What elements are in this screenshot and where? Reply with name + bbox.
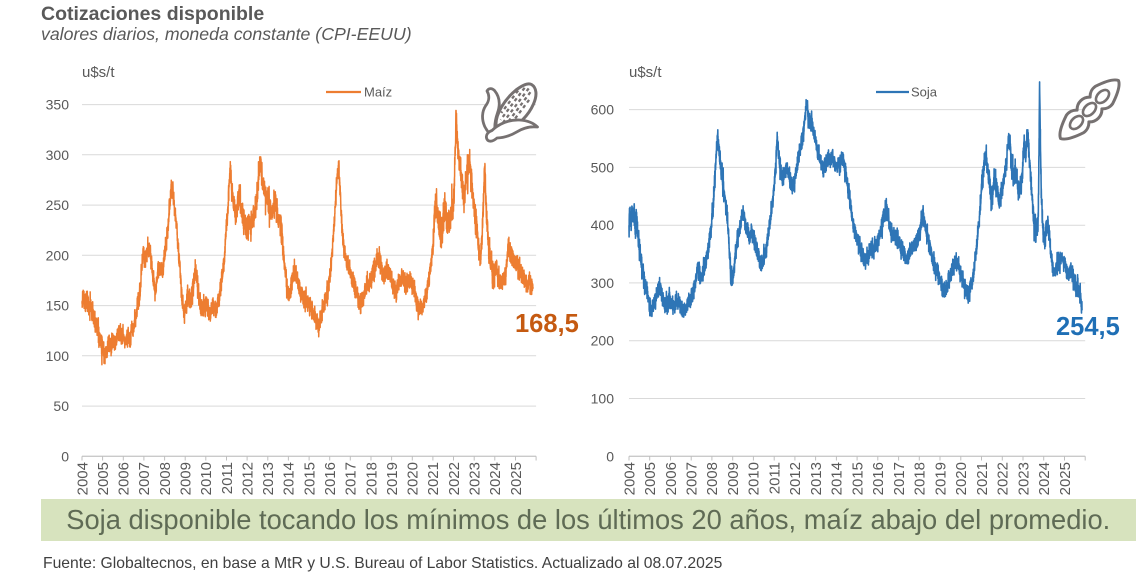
- svg-text:100: 100: [591, 391, 615, 407]
- svg-text:2021: 2021: [425, 462, 442, 495]
- svg-text:200: 200: [591, 333, 615, 349]
- svg-text:2008: 2008: [157, 462, 174, 495]
- svg-text:2013: 2013: [808, 462, 825, 495]
- svg-text:200: 200: [46, 247, 70, 263]
- svg-text:250: 250: [46, 197, 70, 213]
- svg-text:2010: 2010: [198, 462, 215, 495]
- svg-text:2012: 2012: [787, 462, 804, 495]
- svg-text:2004: 2004: [621, 462, 638, 495]
- svg-text:Soja: Soja: [911, 85, 938, 100]
- svg-text:2017: 2017: [343, 462, 360, 495]
- svg-text:u$s/t: u$s/t: [629, 64, 662, 81]
- svg-text:2017: 2017: [891, 462, 908, 495]
- svg-text:2009: 2009: [178, 462, 195, 495]
- svg-text:2012: 2012: [239, 462, 256, 495]
- svg-text:300: 300: [46, 147, 70, 163]
- svg-text:600: 600: [591, 102, 615, 118]
- svg-text:Maíz: Maíz: [364, 85, 392, 100]
- svg-text:2005: 2005: [95, 462, 112, 495]
- svg-text:2018: 2018: [912, 462, 929, 495]
- svg-text:2008: 2008: [704, 462, 721, 495]
- svg-text:2014: 2014: [829, 462, 846, 495]
- svg-text:2025: 2025: [1057, 462, 1074, 495]
- svg-text:2018: 2018: [363, 462, 380, 495]
- svg-text:2022: 2022: [995, 462, 1012, 495]
- svg-text:2024: 2024: [1036, 462, 1053, 495]
- svg-text:2014: 2014: [281, 462, 298, 495]
- svg-text:2021: 2021: [974, 462, 991, 495]
- svg-text:2025: 2025: [508, 462, 525, 495]
- svg-text:300: 300: [591, 275, 615, 291]
- svg-text:2011: 2011: [767, 462, 784, 494]
- svg-text:100: 100: [46, 348, 70, 364]
- svg-text:2022: 2022: [446, 462, 463, 495]
- svg-text:2024: 2024: [487, 462, 504, 495]
- svg-text:2015: 2015: [301, 462, 318, 495]
- svg-text:2011: 2011: [219, 462, 236, 494]
- svg-text:0: 0: [61, 448, 69, 464]
- svg-text:2023: 2023: [467, 462, 484, 495]
- svg-text:2016: 2016: [322, 462, 339, 495]
- svg-text:150: 150: [46, 298, 70, 314]
- svg-text:2010: 2010: [746, 462, 763, 495]
- svg-text:2007: 2007: [684, 462, 701, 495]
- svg-text:2020: 2020: [953, 462, 970, 495]
- svg-text:2013: 2013: [260, 462, 277, 495]
- svg-text:168,5: 168,5: [515, 310, 579, 338]
- svg-text:350: 350: [46, 97, 70, 113]
- svg-text:400: 400: [591, 217, 615, 233]
- svg-text:0: 0: [606, 448, 614, 464]
- svg-text:2015: 2015: [849, 462, 866, 495]
- svg-text:2005: 2005: [642, 462, 659, 495]
- svg-text:2023: 2023: [1015, 462, 1032, 495]
- svg-text:2019: 2019: [932, 462, 949, 495]
- svg-text:u$s/t: u$s/t: [82, 64, 115, 81]
- svg-text:2020: 2020: [405, 462, 422, 495]
- svg-text:2006: 2006: [116, 462, 133, 495]
- svg-text:2019: 2019: [384, 462, 401, 495]
- svg-text:2007: 2007: [136, 462, 153, 495]
- svg-text:2006: 2006: [663, 462, 680, 495]
- svg-text:2016: 2016: [870, 462, 887, 495]
- svg-text:254,5: 254,5: [1056, 313, 1120, 341]
- svg-text:2009: 2009: [725, 462, 742, 495]
- svg-text:50: 50: [53, 398, 69, 414]
- svg-text:500: 500: [591, 159, 615, 175]
- svg-text:2004: 2004: [74, 462, 91, 495]
